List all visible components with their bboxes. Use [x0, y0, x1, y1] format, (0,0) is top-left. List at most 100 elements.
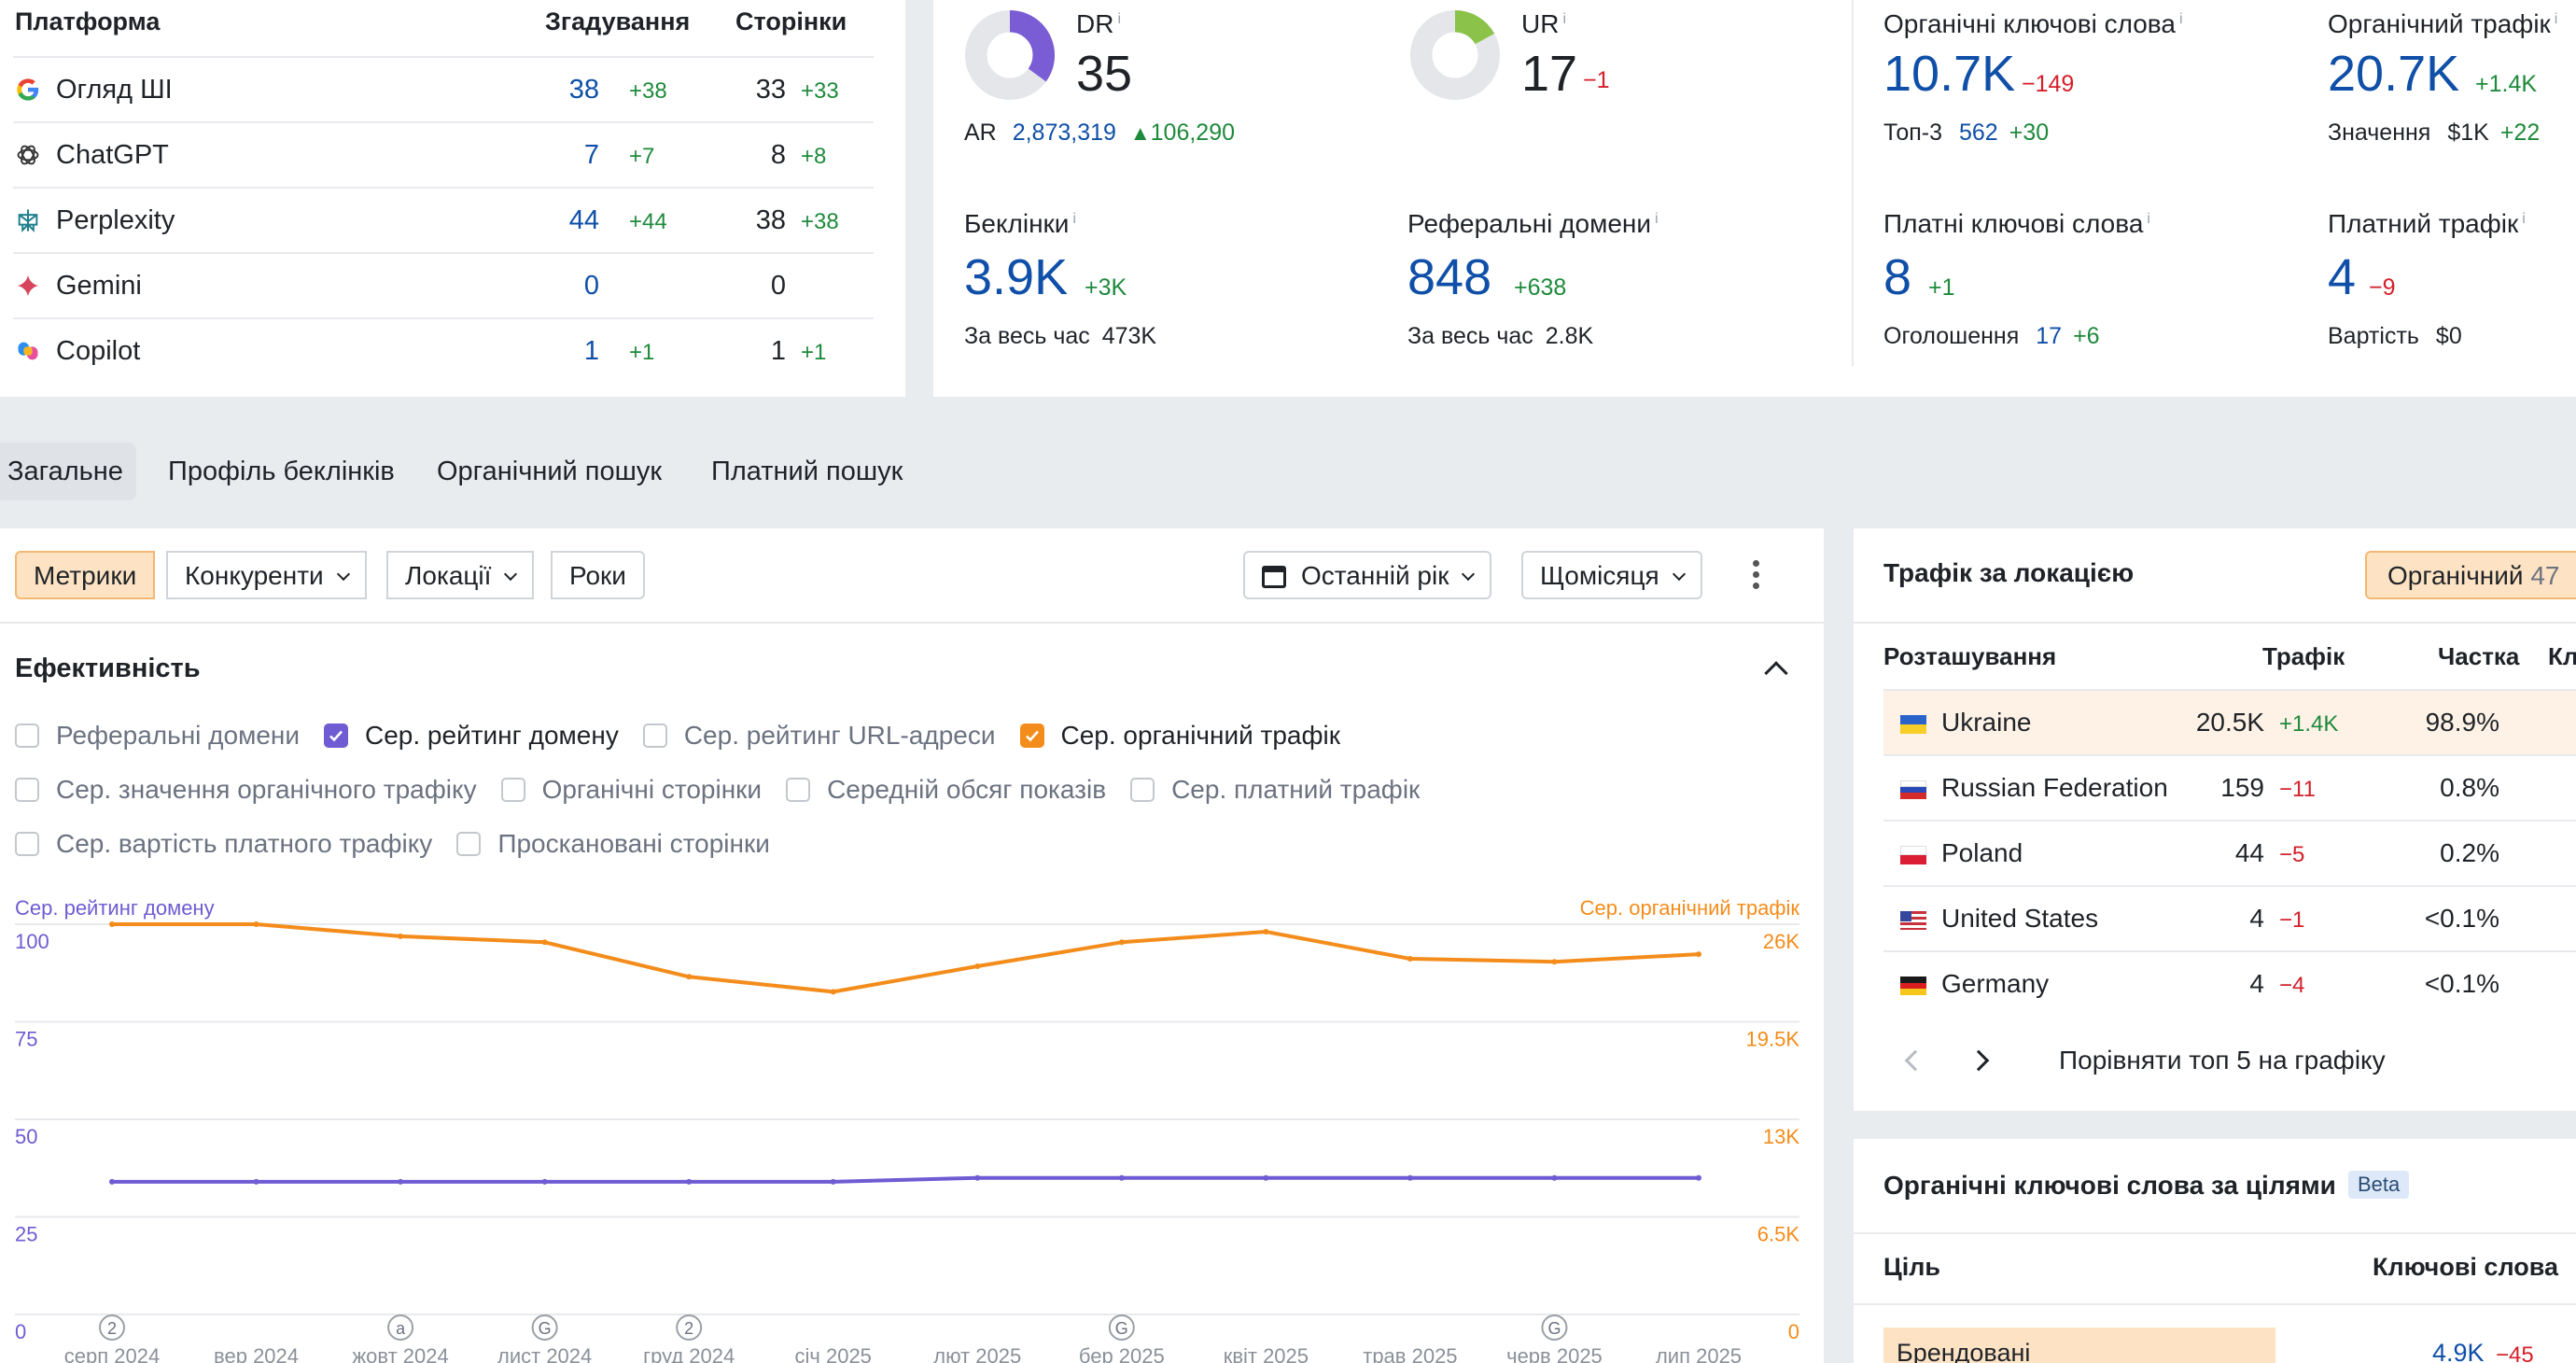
backlinks-delta: +3K [1085, 274, 1127, 301]
paid-keywords-value[interactable]: 8 [1883, 249, 1912, 305]
org-keywords-value[interactable]: 10.7K [1883, 46, 2016, 102]
col-header-mentions[interactable]: Згадування [545, 7, 691, 35]
country-name[interactable]: Poland [1941, 838, 2023, 867]
metric-checkbox[interactable]: Сер. рейтинг домену [324, 721, 619, 751]
metric-checkbox[interactable]: Сер. значення органічного трафіку [15, 775, 477, 805]
country-name[interactable]: Russian Federation [1941, 773, 2168, 802]
metric-checkbox[interactable]: Проскановані сторінки [456, 829, 770, 859]
checkbox-icon[interactable] [15, 778, 39, 802]
col-header-goal[interactable]: Ціль [1883, 1253, 1940, 1281]
info-icon[interactable]: i [2147, 210, 2150, 227]
mentions-value[interactable]: 0 [583, 271, 599, 301]
org-traffic-delta: +1.4K [2475, 71, 2538, 97]
next-page-icon[interactable] [1967, 1049, 1990, 1072]
metric-checkbox[interactable]: Сер. платний трафік [1130, 775, 1420, 805]
prev-page-icon[interactable] [1904, 1049, 1926, 1072]
backlinks-value[interactable]: 3.9K [964, 249, 1069, 305]
col-header-location[interactable]: Розташування [1883, 642, 2057, 670]
pages-value: 0 [770, 271, 786, 301]
ref-domains-value[interactable]: 848 [1407, 249, 1492, 305]
goal-row-branded[interactable]: Брендовані [1883, 1328, 2275, 1363]
compare-top5-link[interactable]: Порівняти топ 5 на графіку [2059, 1046, 2386, 1075]
locations-dropdown[interactable]: Локації [386, 551, 535, 599]
checkbox-icon[interactable] [500, 778, 525, 802]
years-button[interactable]: Роки [551, 551, 645, 599]
ai-row-gemini[interactable]: Gemini 0 0 [13, 252, 874, 317]
col-header-platform[interactable]: Платформа [15, 7, 161, 35]
location-row[interactable]: Poland 44 −5 0.2% [1883, 820, 2576, 885]
ai-row-perplexity[interactable]: Perplexity 44 +44 38 +38 [13, 187, 874, 252]
paid-traffic-value[interactable]: 4 [2328, 249, 2357, 305]
checkbox-icon[interactable] [15, 724, 39, 748]
x-tick-label: лист 2024 [497, 1344, 592, 1363]
perplexity-icon [18, 209, 38, 232]
metrics-button[interactable]: Метрики [15, 551, 156, 599]
performance-chart[interactable]: Сер. рейтинг домену Сер. органічний трафі… [0, 887, 1824, 1363]
paid-traffic-label[interactable]: Платний трафік i [2328, 209, 2526, 238]
paid-keywords-label[interactable]: Платні ключові слова i [1883, 209, 2150, 238]
checkbox-icon[interactable] [15, 832, 39, 856]
country-name[interactable]: Ukraine [1941, 708, 2032, 737]
metric-checkbox[interactable]: Сер. вартість платного трафіку [15, 829, 432, 859]
checkbox-checked-icon[interactable] [324, 724, 348, 748]
backlinks-label[interactable]: Беклінки i [964, 209, 1076, 238]
right-tick-label: 19.5K [1746, 1028, 1800, 1051]
metric-checkbox[interactable]: Реферальні домени [15, 721, 300, 751]
col-header-keywords[interactable]: Кл [2548, 642, 2576, 670]
organic-filter-button[interactable]: Органічний 47 [2365, 551, 2576, 599]
tab-overview[interactable]: Загальне [0, 443, 136, 500]
ai-row-google[interactable]: Огляд ШІ 38 +38 33 +33 [13, 56, 874, 121]
tab-organic-search[interactable]: Органічний пошук [437, 457, 663, 486]
tab-paid-search[interactable]: Платний пошук [711, 457, 903, 486]
info-icon[interactable]: i [1655, 210, 1659, 227]
ar-value[interactable]: 2,873,319 [1012, 119, 1116, 146]
dr-label[interactable]: DR i [1076, 9, 1122, 38]
info-icon[interactable]: i [1117, 10, 1122, 27]
col-header-share[interactable]: Частка [2438, 642, 2520, 670]
collapse-icon[interactable] [1764, 661, 1788, 685]
info-icon[interactable]: i [2178, 10, 2183, 27]
ur-label[interactable]: UR i [1521, 9, 1567, 38]
ar-row: AR 2,873,319 ▲106,290 [964, 119, 1236, 146]
org-traffic-label[interactable]: Органічний трафік i [2328, 9, 2558, 38]
info-icon[interactable]: i [1562, 10, 1567, 27]
period-dropdown[interactable]: Останній рік [1243, 551, 1492, 599]
checkbox-icon[interactable] [786, 778, 811, 802]
more-options-icon[interactable] [1751, 560, 1760, 592]
metric-checkbox[interactable]: Органічні сторінки [500, 775, 762, 805]
mentions-value[interactable]: 44 [568, 205, 599, 235]
ref-domains-label[interactable]: Реферальні домени i [1407, 209, 1659, 238]
metric-checkbox[interactable]: Сер. рейтинг URL-адреси [642, 721, 996, 751]
col-header-traffic[interactable]: Трафік [2262, 642, 2345, 670]
metric-checkbox[interactable]: Сер. органічний трафік [1019, 721, 1340, 751]
mentions-value[interactable]: 38 [568, 75, 599, 105]
mentions-value[interactable]: 7 [583, 140, 599, 170]
checkbox-checked-icon[interactable] [1019, 724, 1044, 748]
competitors-dropdown[interactable]: Конкуренти [166, 551, 367, 599]
ai-row-chatgpt[interactable]: ChatGPT 7 +7 8 +8 [13, 121, 874, 187]
col-header-keywords[interactable]: Ключові слова [2373, 1253, 2558, 1281]
info-icon[interactable]: i [2522, 210, 2526, 227]
location-row[interactable]: Germany 4 −4 <0.1% [1883, 950, 2576, 1016]
mentions-value[interactable]: 1 [583, 336, 599, 366]
checkbox-icon[interactable] [1130, 778, 1155, 802]
info-icon[interactable]: i [2554, 10, 2558, 27]
tab-backlink-profile[interactable]: Профіль беклінків [168, 457, 395, 486]
org-traffic-value[interactable]: 20.7K [2328, 46, 2460, 102]
org-keywords-label[interactable]: Органічні ключові слова i [1883, 9, 2183, 38]
interval-dropdown[interactable]: Щомісяця [1521, 551, 1702, 599]
location-row[interactable]: Russian Federation 159 −11 0.8% [1883, 754, 2576, 820]
checkbox-icon[interactable] [456, 832, 482, 856]
traffic-value: 4 [2249, 904, 2264, 933]
country-name[interactable]: Germany [1941, 969, 2050, 998]
location-row[interactable]: United States 4 −1 <0.1% [1883, 885, 2576, 950]
metric-checkbox[interactable]: Середній обсяг показів [786, 775, 1106, 805]
checkbox-icon[interactable] [642, 724, 667, 748]
x-tick-label: січ 2025 [795, 1344, 872, 1363]
goal-branded-value[interactable]: 4.9K [2432, 1339, 2485, 1363]
col-header-pages[interactable]: Сторінки [735, 7, 847, 35]
country-name[interactable]: United States [1941, 904, 2099, 933]
location-row[interactable]: Ukraine 20.5K +1.4K 98.9% [1883, 689, 2576, 754]
ai-row-copilot[interactable]: Copilot 1 +1 1 +1 [13, 317, 874, 383]
info-icon[interactable]: i [1072, 210, 1076, 227]
